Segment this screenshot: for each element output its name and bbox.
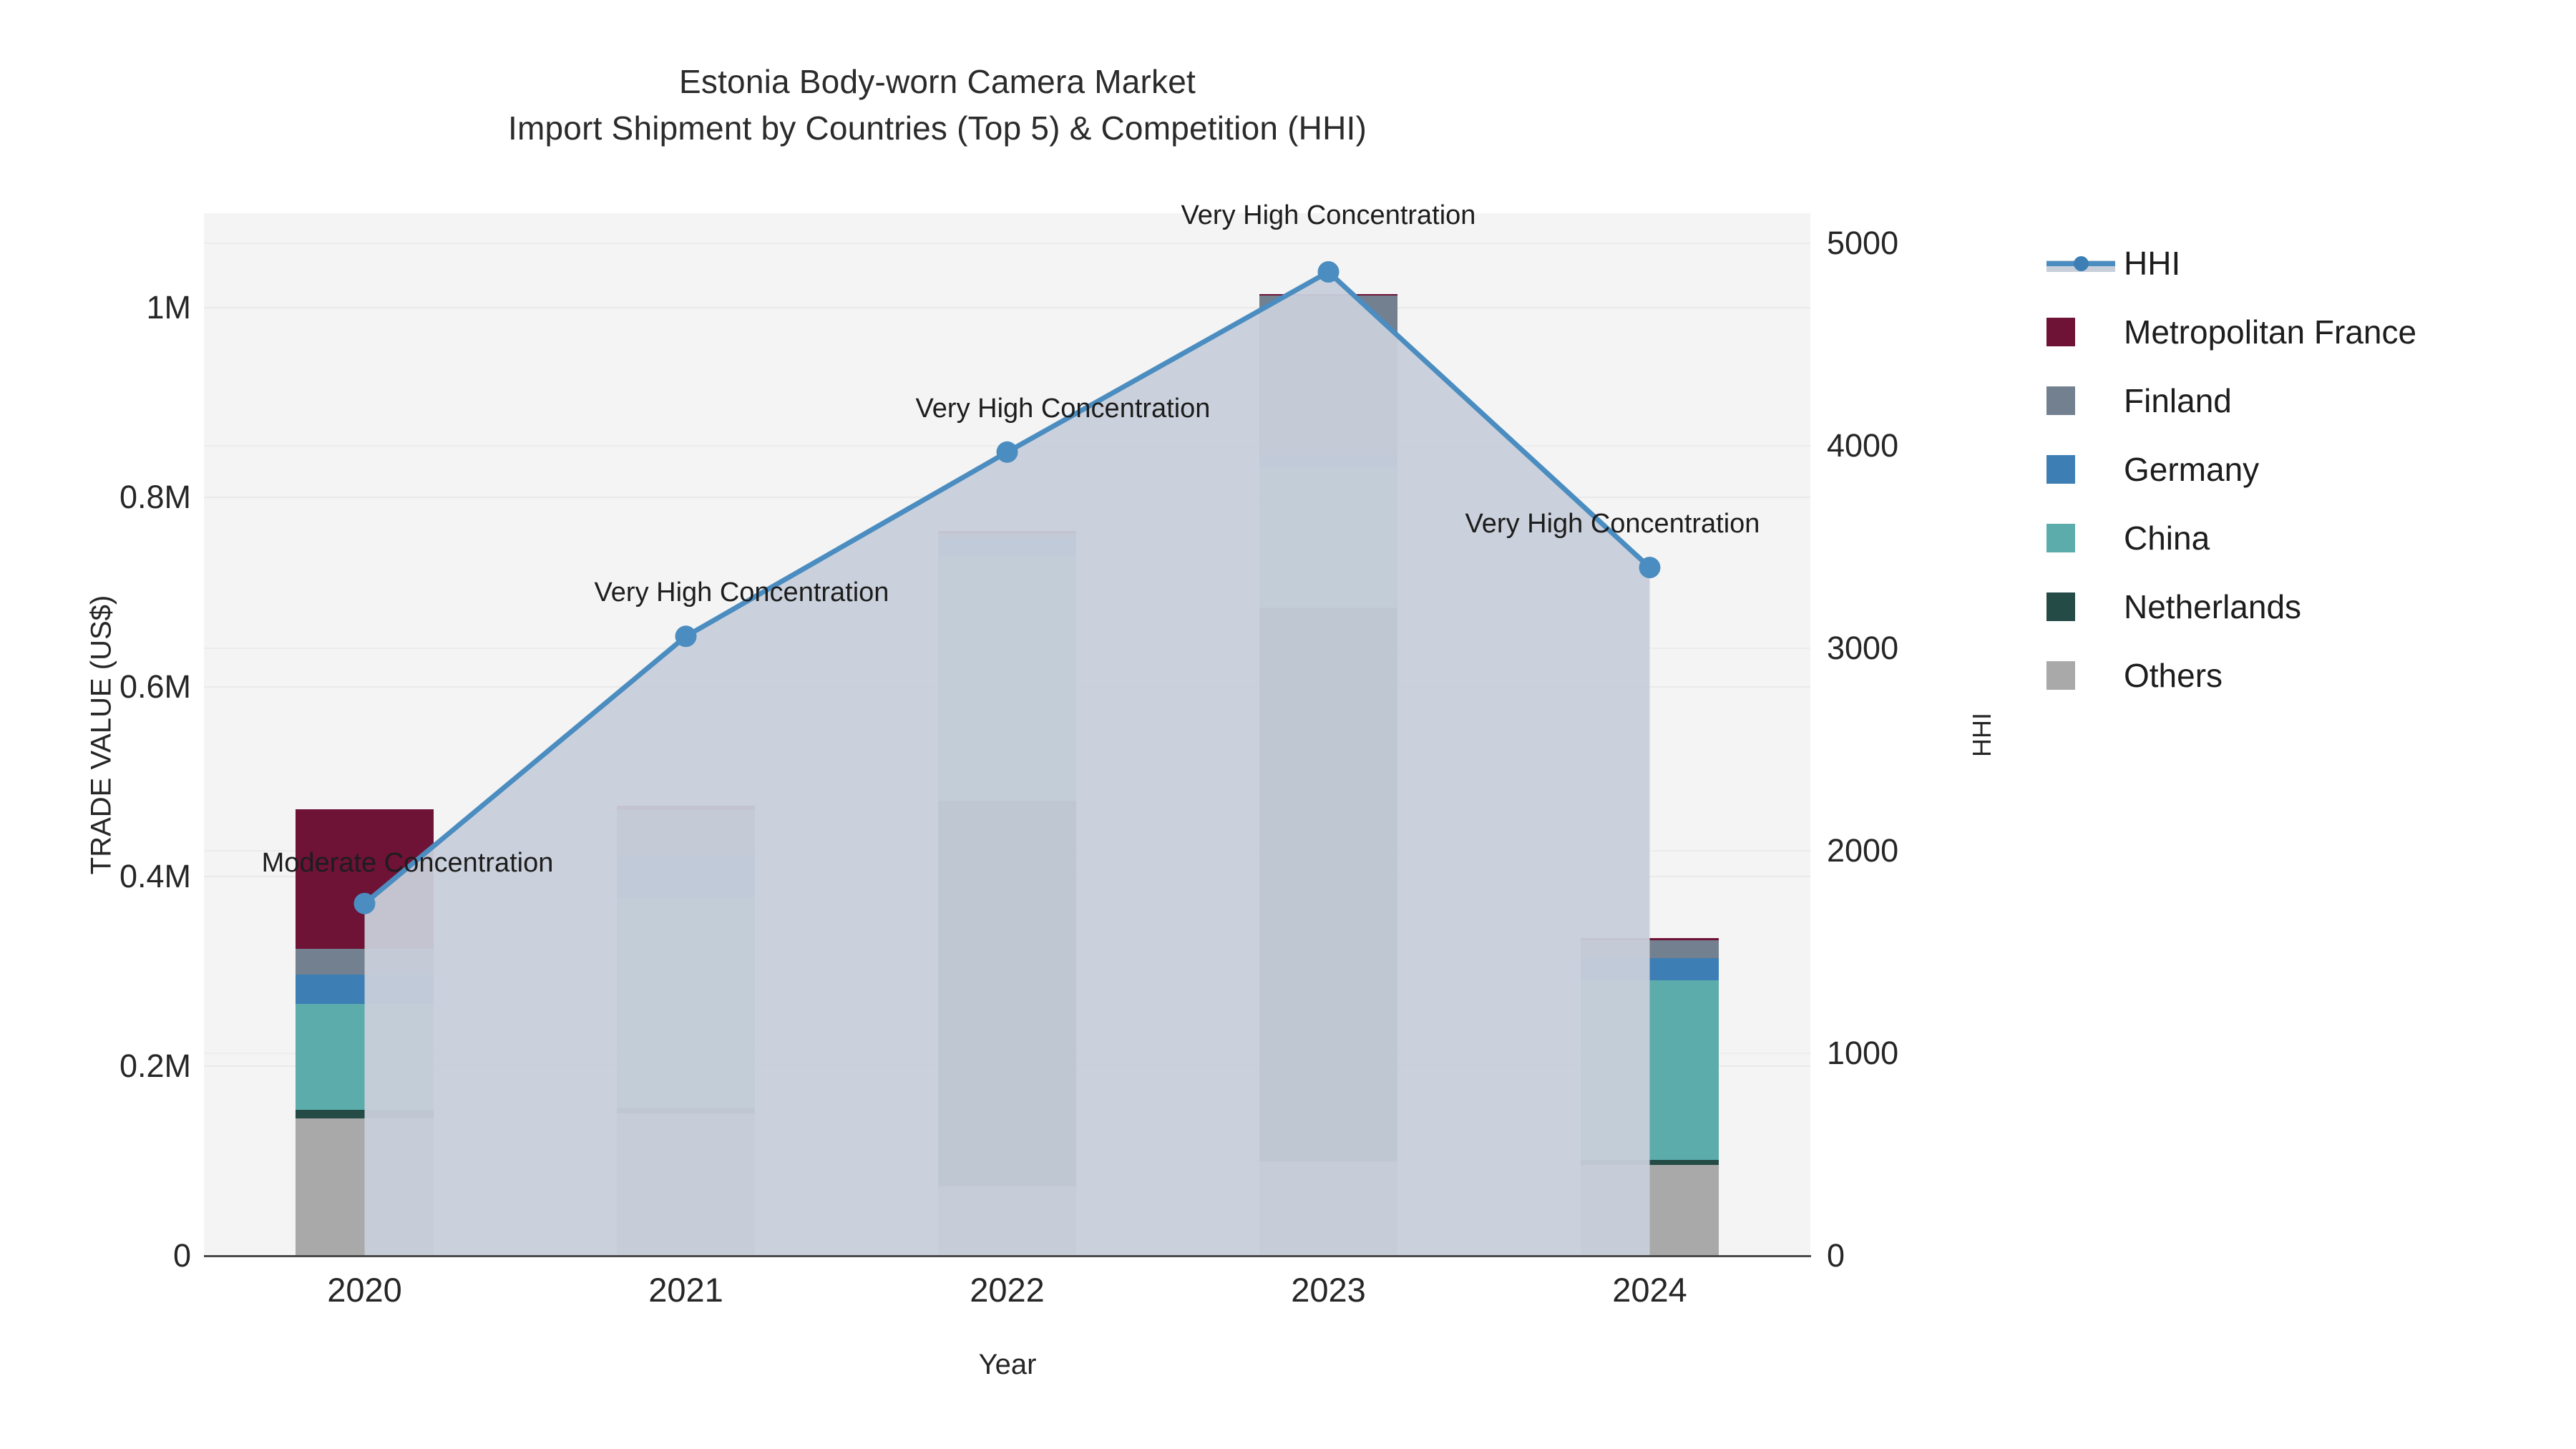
x-axis-line xyxy=(204,1255,1811,1257)
y-axis-left-title-holder: TRADE VALUE (US$) xyxy=(37,213,117,1256)
x-axis-tick-2020: 2020 xyxy=(327,1271,402,1309)
legend-label: Germany xyxy=(2124,451,2260,488)
legend-marker-box xyxy=(2046,524,2124,552)
gridline-right-5 xyxy=(204,243,1810,245)
y-axis-right-tick-2: 2000 xyxy=(1827,832,1899,869)
y-axis-left-tick-1: 0.2M xyxy=(119,1048,191,1085)
legend-marker-box xyxy=(2046,249,2124,278)
legend-item-china[interactable]: China xyxy=(2046,504,2562,572)
x-axis-title: Year xyxy=(978,1349,1037,1380)
legend-swatch-icon xyxy=(2046,318,2075,346)
legend-label: Netherlands xyxy=(2124,588,2302,625)
plot-area xyxy=(204,213,1810,1256)
y-axis-left-tick-5: 1M xyxy=(146,289,191,326)
hhi-marker-2023[interactable] xyxy=(1317,261,1340,283)
y-axis-right-title-holder: HHI xyxy=(1961,213,2004,1256)
bar-segment-2024-metropolitan-france[interactable] xyxy=(1581,938,1719,940)
legend-item-hhi[interactable]: HHI xyxy=(2046,229,2562,298)
annotation-2020: Moderate Concentration xyxy=(261,847,554,878)
legend-label: Finland xyxy=(2124,382,2232,419)
hhi-marker-2020[interactable] xyxy=(353,892,376,914)
legend-swatch-icon xyxy=(2046,661,2075,690)
plot-inner xyxy=(204,213,1810,1256)
hhi-line-overlay xyxy=(353,261,1661,914)
legend-item-germany[interactable]: Germany xyxy=(2046,435,2562,504)
y-axis-left-ticks: 0 0.2M 0.4M 0.6M 0.8M 1M xyxy=(0,213,204,1274)
y-axis-left-tick-3: 0.6M xyxy=(119,668,191,706)
y-axis-right-title: HHI xyxy=(1967,712,1996,757)
legend-marker-box xyxy=(2046,592,2124,621)
legend-marker-box xyxy=(2046,455,2124,484)
x-axis-tick-2024: 2024 xyxy=(1612,1271,1687,1309)
legend-swatch-icon xyxy=(2046,592,2075,621)
legend-label: Others xyxy=(2124,657,2223,694)
y-axis-left-tick-0: 0 xyxy=(172,1237,191,1274)
legend-item-metropolitan-france[interactable]: Metropolitan France xyxy=(2046,298,2562,366)
legend-label: China xyxy=(2124,519,2210,557)
hhi-markers xyxy=(353,261,1661,914)
hhi-marker-2021[interactable] xyxy=(675,625,697,648)
y-axis-left-tick-2: 0.4M xyxy=(119,858,191,895)
hhi-marker-2024[interactable] xyxy=(1639,557,1661,579)
legend-swatch-icon xyxy=(2046,524,2075,552)
bar-segment-2024-netherlands[interactable] xyxy=(1581,1160,1719,1165)
legend-line-dot-icon xyxy=(2074,256,2089,271)
x-axis-tick-2021: 2021 xyxy=(648,1271,723,1309)
legend: HHI Metropolitan France Finland Germany Chin… xyxy=(2046,229,2562,710)
legend-swatch-icon xyxy=(2046,455,2075,484)
legend-marker-box xyxy=(2046,661,2124,690)
legend-label: HHI xyxy=(2124,245,2181,282)
legend-swatch-icon xyxy=(2046,386,2075,415)
hhi-line xyxy=(362,269,1652,907)
y-axis-right-ticks: 0 1000 2000 3000 4000 5000 xyxy=(1811,213,2026,1274)
legend-label: Metropolitan France xyxy=(2124,313,2417,351)
y-axis-left-title: TRADE VALUE (US$) xyxy=(85,595,117,874)
x-axis-tick-2022: 2022 xyxy=(970,1271,1045,1309)
y-axis-right-tick-1: 1000 xyxy=(1827,1035,1899,1072)
legend-marker-box xyxy=(2046,318,2124,346)
hhi-marker-2022[interactable] xyxy=(996,441,1018,463)
y-axis-right-tick-5: 5000 xyxy=(1827,225,1899,262)
annotation-2023: Very High Concentration xyxy=(1181,200,1476,231)
legend-marker-box xyxy=(2046,386,2124,415)
x-axis-tick-2023: 2023 xyxy=(1291,1271,1366,1309)
legend-item-finland[interactable]: Finland xyxy=(2046,366,2562,435)
y-axis-right-tick-4: 4000 xyxy=(1827,427,1899,464)
y-axis-left-tick-4: 0.8M xyxy=(119,479,191,516)
y-axis-right-tick-3: 3000 xyxy=(1827,630,1899,667)
chart-title-line-1: Estonia Body-worn Camera Market xyxy=(678,63,1196,100)
legend-item-others[interactable]: Others xyxy=(2046,641,2562,710)
annotation-2024: Very High Concentration xyxy=(1465,509,1760,540)
legend-item-netherlands[interactable]: Netherlands xyxy=(2046,572,2562,641)
legend-line-icon xyxy=(2046,249,2115,278)
chart-title: Estonia Body-worn Camera Market Import S… xyxy=(0,59,1875,152)
chart-title-line-2: Import Shipment by Countries (Top 5) & C… xyxy=(508,109,1367,147)
annotation-2021: Very High Concentration xyxy=(594,577,889,608)
annotation-2022: Very High Concentration xyxy=(915,393,1211,424)
y-axis-right-tick-0: 0 xyxy=(1827,1237,1845,1274)
